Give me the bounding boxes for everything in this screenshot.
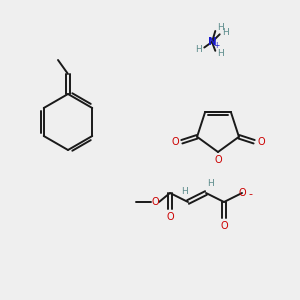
Text: O: O: [257, 137, 265, 147]
Text: -: -: [248, 189, 252, 199]
Text: O: O: [214, 155, 222, 165]
Text: H: H: [195, 45, 202, 54]
Text: H: H: [217, 22, 224, 32]
Text: O: O: [166, 212, 174, 222]
Text: H: H: [222, 28, 229, 37]
Text: H: H: [181, 188, 188, 196]
Text: O: O: [151, 197, 159, 207]
Text: N: N: [208, 37, 216, 47]
Text: H: H: [208, 178, 214, 188]
Text: +: +: [213, 41, 219, 50]
Text: H: H: [217, 49, 224, 58]
Text: O: O: [171, 137, 179, 147]
Text: O: O: [238, 188, 246, 198]
Text: O: O: [220, 221, 228, 231]
